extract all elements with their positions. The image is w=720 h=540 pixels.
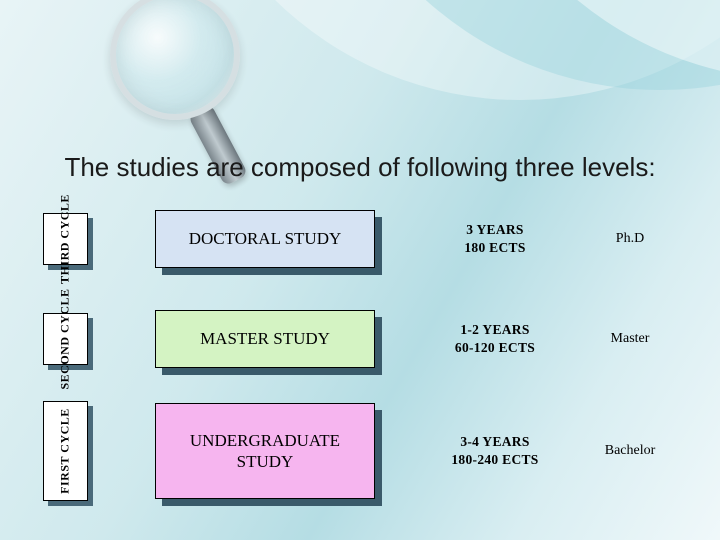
- page-title: The studies are composed of following th…: [0, 152, 720, 183]
- cycle-label: THIRD CYCLE: [58, 194, 73, 284]
- degree-master: Master: [580, 331, 680, 347]
- cycle-box-second: SECOND CYCLE: [43, 313, 88, 365]
- background-curves: [250, 0, 720, 150]
- degree-doctoral: Ph.D: [580, 231, 680, 247]
- study-box-master: MASTER STUDY: [155, 310, 375, 368]
- row-second-cycle: SECOND CYCLE MASTER STUDY 1-2 YEARS 60-1…: [30, 304, 690, 374]
- duration-master: 1-2 YEARS 60-120 ECTS: [420, 321, 570, 357]
- study-box-undergraduate: UNDERGRADUATE STUDY: [155, 403, 375, 499]
- levels-diagram: THIRD CYCLE DOCTORAL STUDY 3 YEARS 180 E…: [30, 196, 690, 520]
- duration-undergraduate: 3-4 YEARS 180-240 ECTS: [420, 433, 570, 469]
- cycle-box-third: THIRD CYCLE: [43, 213, 88, 265]
- study-label: MASTER STUDY: [200, 328, 330, 349]
- study-label: UNDERGRADUATE STUDY: [162, 430, 368, 473]
- study-label: DOCTORAL STUDY: [189, 228, 342, 249]
- duration-doctoral: 3 YEARS 180 ECTS: [420, 221, 570, 257]
- cycle-label: FIRST CYCLE: [58, 408, 73, 494]
- study-box-doctoral: DOCTORAL STUDY: [155, 210, 375, 268]
- cycle-box-first: FIRST CYCLE: [43, 401, 88, 501]
- row-third-cycle: THIRD CYCLE DOCTORAL STUDY 3 YEARS 180 E…: [30, 204, 690, 274]
- row-first-cycle: FIRST CYCLE UNDERGRADUATE STUDY 3-4 YEAR…: [30, 396, 690, 506]
- cycle-label: SECOND CYCLE: [58, 288, 73, 389]
- degree-undergraduate: Bachelor: [580, 443, 680, 459]
